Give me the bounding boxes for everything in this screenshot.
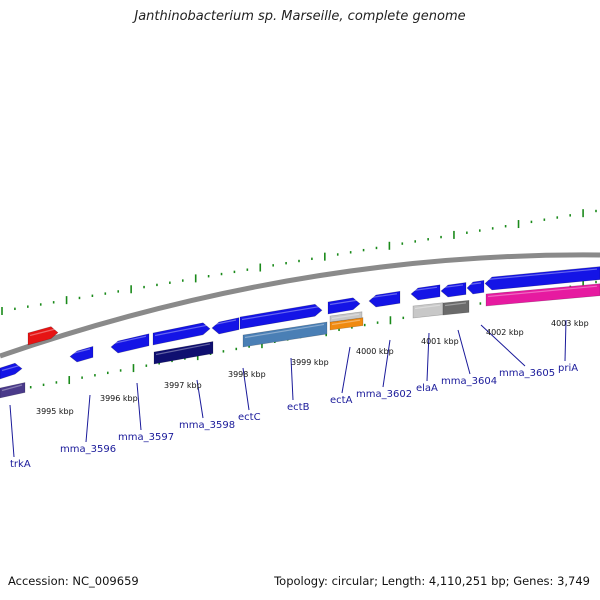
gene-label: ectC <box>238 412 261 423</box>
gene-label: mma_3596 <box>60 444 116 455</box>
page-title: Janthinobacterium sp. Marseille, complet… <box>134 9 466 24</box>
gene-label: mma_3602 <box>356 389 412 400</box>
leader-line <box>9 404 15 458</box>
label-leader-lines <box>9 319 567 458</box>
leader-line <box>480 324 526 367</box>
gene-feature-ectA-inner <box>329 317 364 331</box>
gene-feature-ectA <box>327 297 361 315</box>
leader-line <box>341 346 351 394</box>
gene-label: ectA <box>330 395 353 406</box>
gene-feature-mma_3604-highlight <box>442 284 464 289</box>
gene-feature-priA <box>485 283 600 307</box>
gene-feature-ectA-highlight <box>329 299 358 306</box>
leader-line <box>196 379 204 419</box>
ruler-label: 3999 kbp <box>291 358 329 367</box>
gene-label: ectB <box>287 402 310 413</box>
gene-feature-mma_3596 <box>69 345 94 363</box>
gene-feature-mma_3597-highlight <box>112 335 147 345</box>
gene-feature-ectB-inner-highlight <box>244 323 325 339</box>
gene-feature-mma_3598-inner-highlight <box>155 343 211 356</box>
gene-label: mma_3597 <box>118 432 174 443</box>
gene-feature-ectB <box>239 303 323 330</box>
gene-feature-elaA-inner <box>412 302 444 319</box>
leader-line <box>290 357 294 401</box>
gene-feature-ectC <box>211 317 240 335</box>
leader-line <box>457 329 471 375</box>
ruler-label: 3995 kbp <box>36 407 74 416</box>
gene-feature-trkA-upstream-highlight <box>1 365 20 372</box>
gene-feature-mma_3604 <box>440 282 467 298</box>
ruler-label: 4000 kbp <box>356 347 394 356</box>
gene-feature-mma_3605 <box>484 266 600 291</box>
gene-feature-elaA-inner-highlight <box>414 304 441 310</box>
genome-stats-text: Topology: circular; Length: 4,110,251 bp… <box>274 574 590 588</box>
gene-feature-red-highlight <box>29 328 56 337</box>
gene-feature-mma_3598 <box>152 322 211 346</box>
gene-features <box>0 266 600 399</box>
ruler-label: 4002 kbp <box>486 328 524 337</box>
ruler-label: 3996 kbp <box>100 394 138 403</box>
gene-feature-mma_3597 <box>110 333 150 354</box>
leader-line <box>382 339 391 388</box>
gene-feature-ectA-gray <box>329 311 363 323</box>
leader-line <box>136 382 142 431</box>
leader-line <box>242 367 250 411</box>
gene-label: elaA <box>416 383 438 394</box>
gene-feature-ectC-highlight <box>213 319 237 326</box>
gene-label: mma_3604 <box>441 376 497 387</box>
gene-feature-trkA <box>0 382 26 399</box>
ruler-label: 3998 kbp <box>228 370 266 379</box>
gene-feature-trkA-highlight <box>1 384 23 392</box>
ruler-label: 4003 kbp <box>551 319 589 328</box>
ruler-label: 3997 kbp <box>164 381 202 390</box>
gene-feature-mma_3604b-highlight <box>468 282 482 286</box>
gene-feature-mma_3596-highlight <box>71 348 91 355</box>
gene-feature-mma_3602-highlight <box>370 293 398 299</box>
ruler-labels: 3995 kbp 3996 kbp 3997 kbp 3998 kbp 3999 kbp… <box>36 319 589 416</box>
gene-feature-mma_3602 <box>368 290 401 308</box>
gene-feature-elaA <box>410 284 441 301</box>
gene-feature-ectB-highlight <box>241 306 320 321</box>
gene-label: mma_3605 <box>499 368 555 379</box>
gene-label: trkA <box>10 459 31 470</box>
gene-feature-ectA-gray-highlight <box>331 313 360 320</box>
leader-line <box>426 332 430 382</box>
gene-feature-mma_3604-inner <box>442 300 470 316</box>
gene-feature-elaA-highlight <box>412 286 438 292</box>
genome-backbone <box>0 252 600 359</box>
leader-line <box>85 394 91 443</box>
accession-text: Accession: NC_009659 <box>8 574 139 588</box>
gene-feature-mma_3605-highlight <box>486 268 598 281</box>
gene-feature-trkA-upstream <box>0 362 23 380</box>
gene-label: priA <box>558 363 578 374</box>
gene-feature-red <box>27 326 59 346</box>
gene-feature-mma_3598-highlight <box>154 324 208 337</box>
gene-label: mma_3598 <box>179 420 235 431</box>
gene-feature-ectA-inner-highlight <box>331 319 361 326</box>
outer-tick-track <box>1 209 597 315</box>
gene-feature-mma_3604b <box>466 280 485 295</box>
gene-feature-mma_3598-inner <box>153 341 214 365</box>
gene-feature-ectB-inner <box>242 321 328 348</box>
gene-feature-mma_3604-inner-highlight <box>444 302 467 307</box>
leader-line <box>564 319 567 362</box>
gene-feature-priA-highlight <box>487 285 598 298</box>
ruler-label: 4001 kbp <box>421 337 459 346</box>
